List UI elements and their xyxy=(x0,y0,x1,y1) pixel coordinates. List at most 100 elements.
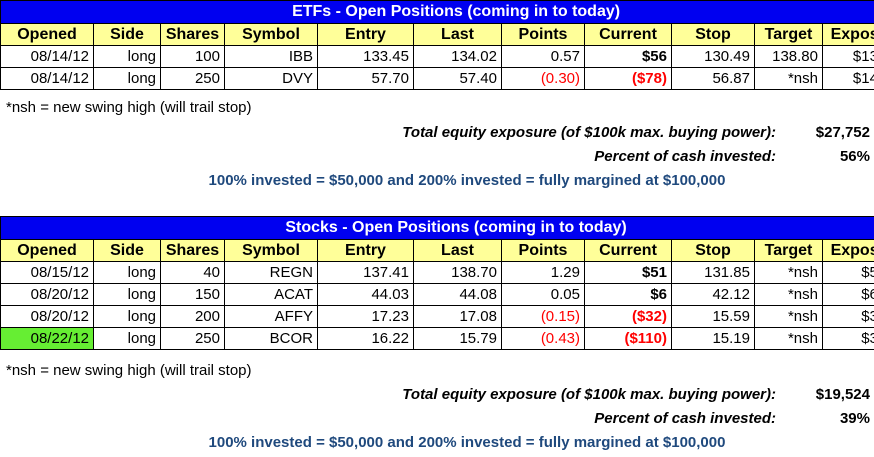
cell-shares: 40 xyxy=(160,261,225,284)
cell-points: 0.05 xyxy=(501,283,585,306)
stocks-exposure-label: Total equity exposure (of $100k max. buy… xyxy=(402,386,776,403)
cell-side: long xyxy=(93,45,161,68)
etf-nsh-note: *nsh = new swing high (will trail stop) xyxy=(6,99,252,116)
cell-stop: 42.12 xyxy=(671,283,755,306)
cell-stop: 15.19 xyxy=(671,327,755,350)
stocks-positions-table: Stocks - Open Positions (coming in to to… xyxy=(0,216,874,350)
header-current: Current xyxy=(584,23,672,46)
cell-target: *nsh xyxy=(754,283,823,306)
cell-symbol: BCOR xyxy=(224,327,318,350)
cell-stop: 130.49 xyxy=(671,45,755,68)
cell-last: 138.70 xyxy=(413,261,502,284)
cell-points: 0.57 xyxy=(501,45,585,68)
cell-stop: 15.59 xyxy=(671,305,755,328)
etf-table-title: ETFs - Open Positions (coming in to toda… xyxy=(0,0,874,24)
cell-entry: 133.45 xyxy=(317,45,414,68)
header-exposure: Exposure xyxy=(821,23,874,46)
cell-last: 17.08 xyxy=(413,305,502,328)
table-row: 08/20/12 long 200 AFFY 17.23 17.08 (0.15… xyxy=(0,305,874,328)
cell-target: *nsh xyxy=(754,327,823,350)
cell-target: 138.80 xyxy=(754,45,823,68)
cell-symbol: ACAT xyxy=(224,283,318,306)
table-row: 08/20/12 long 150 ACAT 44.03 44.08 0.05 … xyxy=(0,283,874,306)
cell-side: long xyxy=(93,327,161,350)
etf-margin-note: 100% invested = $50,000 and 200% investe… xyxy=(208,172,726,189)
cell-entry: 16.22 xyxy=(317,327,414,350)
header-shares: Shares xyxy=(160,23,225,46)
cell-side: long xyxy=(93,261,161,284)
header-target: Target xyxy=(754,239,823,262)
cell-shares: 250 xyxy=(160,327,225,350)
cell-last: 57.40 xyxy=(413,67,502,90)
header-side: Side xyxy=(93,23,161,46)
cell-shares: 100 xyxy=(160,45,225,68)
cell-current: $6 xyxy=(584,283,672,306)
cell-points: (0.43) xyxy=(501,327,585,350)
cell-shares: 150 xyxy=(160,283,225,306)
header-entry: Entry xyxy=(317,23,414,46)
header-entry: Entry xyxy=(317,239,414,262)
header-opened: Opened xyxy=(0,23,94,46)
table-row: 08/14/12 long 250 DVY 57.70 57.40 (0.30)… xyxy=(0,67,874,90)
stocks-table-title: Stocks - Open Positions (coming in to to… xyxy=(0,216,874,240)
cell-exposure: $6,612 xyxy=(821,283,874,306)
stocks-section: Stocks - Open Positions (coming in to to… xyxy=(0,216,874,451)
header-target: Target xyxy=(754,23,823,46)
cell-points: (0.15) xyxy=(501,305,585,328)
cell-opened-highlighted: 08/22/12 xyxy=(0,327,94,350)
cell-current: ($110) xyxy=(584,327,672,350)
stocks-header-row: Opened Side Shares Symbol Entry Last Poi… xyxy=(0,239,874,262)
header-points: Points xyxy=(501,23,585,46)
stocks-percent-label: Percent of cash invested: xyxy=(594,410,776,427)
cell-last: 134.02 xyxy=(413,45,502,68)
cell-side: long xyxy=(93,283,161,306)
cell-target: *nsh xyxy=(754,261,823,284)
stocks-nsh-note: *nsh = new swing high (will trail stop) xyxy=(6,362,252,379)
cell-entry: 57.70 xyxy=(317,67,414,90)
header-stop: Stop xyxy=(671,239,755,262)
cell-last: 44.08 xyxy=(413,283,502,306)
cell-symbol: REGN xyxy=(224,261,318,284)
cell-exposure: $5,548 xyxy=(821,261,874,284)
header-points: Points xyxy=(501,239,585,262)
cell-side: long xyxy=(93,305,161,328)
stocks-percent-value: 39% xyxy=(839,410,870,427)
cell-exposure: $3,416 xyxy=(821,305,874,328)
cell-points: 1.29 xyxy=(501,261,585,284)
cell-side: long xyxy=(93,67,161,90)
etf-positions-table: ETFs - Open Positions (coming in to toda… xyxy=(0,0,874,90)
table-row: 08/22/12 long 250 BCOR 16.22 15.79 (0.43… xyxy=(0,327,874,350)
header-side: Side xyxy=(93,239,161,262)
cell-symbol: IBB xyxy=(224,45,318,68)
cell-shares: 200 xyxy=(160,305,225,328)
cell-last: 15.79 xyxy=(413,327,502,350)
stocks-margin-note: 100% invested = $50,000 and 200% investe… xyxy=(208,434,726,451)
cell-opened: 08/14/12 xyxy=(0,67,94,90)
cell-opened: 08/14/12 xyxy=(0,45,94,68)
header-last: Last xyxy=(413,239,502,262)
cell-opened: 08/15/12 xyxy=(0,261,94,284)
header-current: Current xyxy=(584,239,672,262)
cell-exposure: $3,948 xyxy=(821,327,874,350)
cell-shares: 250 xyxy=(160,67,225,90)
cell-current: $56 xyxy=(584,45,672,68)
header-last: Last xyxy=(413,23,502,46)
cell-stop: 56.87 xyxy=(671,67,755,90)
cell-target: *nsh xyxy=(754,67,823,90)
etf-header-row: Opened Side Shares Symbol Entry Last Poi… xyxy=(0,23,874,46)
stocks-exposure-value: $19,524 xyxy=(815,386,870,403)
cell-stop: 131.85 xyxy=(671,261,755,284)
etf-percent-label: Percent of cash invested: xyxy=(594,148,776,165)
cell-opened: 08/20/12 xyxy=(0,305,94,328)
etf-exposure-value: $27,752 xyxy=(815,124,870,141)
cell-exposure: $13,402 xyxy=(821,45,874,68)
header-opened: Opened xyxy=(0,239,94,262)
cell-entry: 137.41 xyxy=(317,261,414,284)
cell-target: *nsh xyxy=(754,305,823,328)
cell-symbol: AFFY xyxy=(224,305,318,328)
header-symbol: Symbol xyxy=(224,239,318,262)
header-exposure: Exposure xyxy=(821,239,874,262)
header-shares: Shares xyxy=(160,239,225,262)
header-stop: Stop xyxy=(671,23,755,46)
cell-symbol: DVY xyxy=(224,67,318,90)
